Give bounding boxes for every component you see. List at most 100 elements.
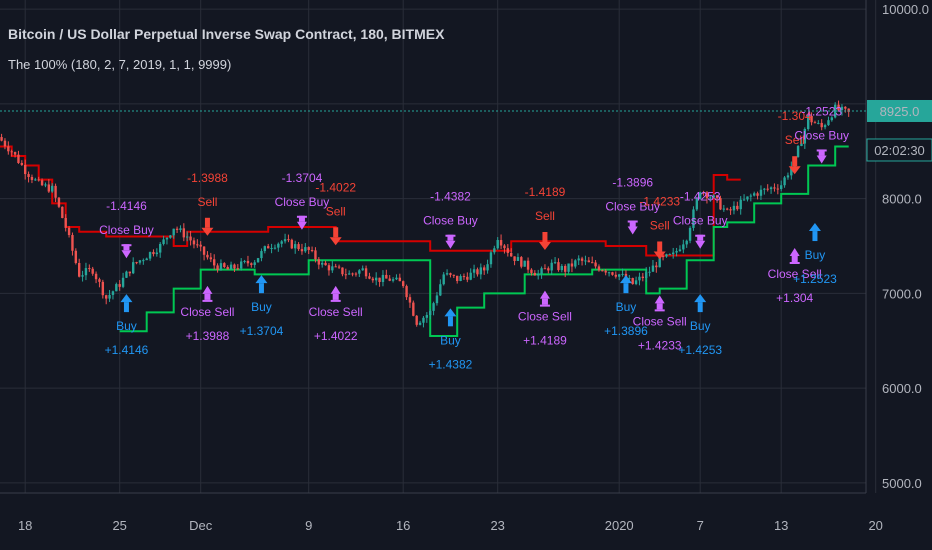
candle-body [290,239,294,249]
candle-body [47,184,51,192]
candle-body [115,284,118,292]
candle-body [604,270,607,273]
arrow-head [444,308,457,317]
candle-body [567,263,570,272]
candle-body [776,188,780,190]
candle-body [121,277,125,287]
candle-body [783,177,786,186]
candle-body [371,278,375,281]
arrow-shaft [623,283,629,294]
candle-body [439,284,442,296]
candle-body [773,187,776,189]
candle-body [442,274,445,285]
candle-body [202,246,206,255]
candle-body [182,228,186,238]
signal-value: -1.3704 [282,171,323,185]
candle-body [307,247,310,251]
close-bar [202,299,213,302]
candle-body [378,277,381,282]
signal-value: +1.3704 [240,324,284,338]
candle-body [847,108,850,112]
candle-body [155,252,159,255]
candle-body [540,268,543,274]
candle-body [142,260,145,262]
candle-body [314,250,317,260]
signal-sell: Sell -1.4189 [525,185,566,250]
candle-body [607,272,611,274]
signal-close: Close Buy -1.3704 [275,171,329,230]
close-arrow [202,285,213,294]
candle-body [796,146,800,158]
candle-body [226,266,229,270]
signal-label: Close Buy [673,214,728,228]
candle-body [553,262,557,264]
candle-body [594,262,597,267]
close-marker [332,293,339,300]
candle-body [800,143,803,147]
signal-value: +1.4146 [105,343,149,357]
arrow-shaft [657,241,663,252]
candle-body [321,262,324,265]
candle-body [391,279,395,281]
candle-body [148,252,152,259]
candle-body [361,268,364,271]
candle-body [574,260,577,267]
signal-value: +1.4022 [314,329,358,343]
candle-body [709,197,712,199]
candle-body [611,272,614,275]
candle-body [118,284,121,287]
signal-label: Close Buy [99,223,154,237]
signal-close: Close Buy-1.2523 [794,104,849,164]
candle-body [638,276,641,281]
signal-value: +1.3896 [604,324,648,338]
candle-body [132,262,135,274]
arrow-head [255,275,268,284]
close-bar [296,215,307,218]
candle-body [209,257,213,260]
candle-body [54,185,57,198]
signal-value: -1.4253 [680,190,721,204]
candle-body [172,228,175,236]
signal-close: Close Sell +1.4189 [518,290,572,348]
candle-body [17,154,20,163]
candle-body [786,175,790,178]
candle-body [398,277,402,282]
candle-body [20,162,24,165]
candle-body [466,276,469,280]
candle-body [408,297,412,303]
candle-body [692,209,695,228]
candle-body [375,277,378,281]
signal-close: Close Sell +1.4022 [309,285,363,343]
candle-body [213,259,216,266]
candle-body [422,317,425,323]
candle-body [105,295,108,299]
candle-body [402,281,405,287]
candle-body [739,199,742,210]
close-bar [789,262,800,264]
candle-body [810,115,813,123]
arrow-shaft [697,302,703,313]
candle-body [695,198,699,210]
candle-body [186,236,189,238]
candle-body [591,262,594,264]
candle-body [769,187,773,190]
candle-body [621,273,624,275]
signal-sell: Sell -1.4233 [639,194,680,260]
candle-body [294,244,297,249]
candle-body [145,258,148,261]
candle-body [840,106,844,111]
candle-body [577,258,580,261]
candle-body [510,252,513,257]
close-bar [445,234,456,237]
arrow-shaft [542,232,548,242]
candle-body [135,262,138,264]
candle-body [634,280,638,285]
x-tick-label: 9 [305,518,312,533]
signal-close: Close Buy -1.3896 [605,176,660,235]
signal-value: +1.4233 [638,338,682,352]
candle-body [729,209,732,211]
candle-body [152,252,155,255]
candle-body [749,195,753,197]
candle-body [273,247,277,249]
